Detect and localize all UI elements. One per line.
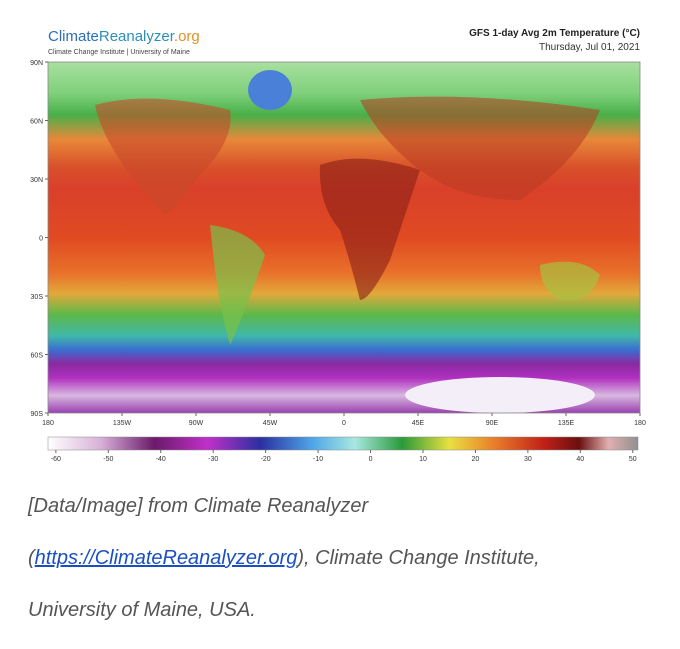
colorbar-tick-label: -10 (313, 456, 323, 463)
colorbar-tick-label: 50 (629, 456, 637, 463)
eurasia (360, 96, 600, 200)
north-america (95, 98, 231, 215)
colorbar (47, 436, 639, 451)
colorbar-tick-label: 30 (524, 456, 532, 463)
lat-tick-label: 90S (31, 411, 44, 418)
africa (319, 158, 420, 300)
lat-tick-label: 60N (30, 119, 43, 126)
caption-text: ), Climate Change Institute, (295, 547, 539, 569)
antarctica (405, 377, 595, 413)
lat-tick-label: 30S (31, 294, 44, 301)
logo: ClimateReanalyzer.org (48, 28, 200, 45)
lon-tick-label: 45W (263, 420, 278, 427)
colorbar-tick-label: 20 (472, 456, 480, 463)
logo-part: Climate (48, 28, 99, 45)
colorbar-tick-label: 10 (419, 456, 427, 463)
lon-tick-label: 180 (634, 420, 646, 427)
colorbar-tick-label: -60 (51, 456, 61, 463)
colorbar-tick-label: 40 (576, 456, 584, 463)
colorbar-tick-label: 0 (369, 456, 373, 463)
colorbar-tick-label: -30 (208, 456, 218, 463)
map (48, 62, 640, 413)
colorbar-tick-label: -20 (261, 456, 271, 463)
caption-line: [Data/Image] from Climate Reanalyzer (27, 495, 369, 517)
lat-tick-label: 90N (30, 60, 43, 67)
greenland (248, 70, 292, 110)
colorbar-tick-label: -50 (103, 456, 113, 463)
lon-tick-label: 90E (486, 420, 499, 427)
caption-link[interactable]: https://ClimateReanalyzer.org (35, 547, 298, 569)
caption-text: ( (28, 547, 37, 569)
lat-tick-label: 30N (30, 177, 43, 184)
colorbar-tick-label: -40 (156, 456, 166, 463)
lon-tick-label: 180 (42, 420, 54, 427)
lon-tick-label: 135W (113, 420, 132, 427)
lat-tick-label: 0 (39, 236, 43, 243)
south-america (210, 225, 265, 345)
lat-tick-label: 60S (31, 353, 44, 360)
map-title: GFS 1-day Avg 2m Temperature (°C) (469, 28, 640, 39)
caption-line: (https://ClimateReanalyzer.org), Climate… (28, 547, 540, 569)
map-date: Thursday, Jul 01, 2021 (539, 42, 640, 53)
lon-tick-label: 90W (189, 420, 204, 427)
logo-subtitle: Climate Change Institute | University of… (48, 49, 190, 56)
australia (540, 261, 600, 301)
caption-line: University of Maine, USA. (28, 599, 256, 621)
logo-part: .org (174, 28, 200, 45)
logo-part: Reanalyzer (99, 28, 175, 45)
lon-tick-label: 0 (342, 420, 346, 427)
lon-tick-label: 135E (558, 420, 575, 427)
lon-tick-label: 45E (412, 420, 425, 427)
